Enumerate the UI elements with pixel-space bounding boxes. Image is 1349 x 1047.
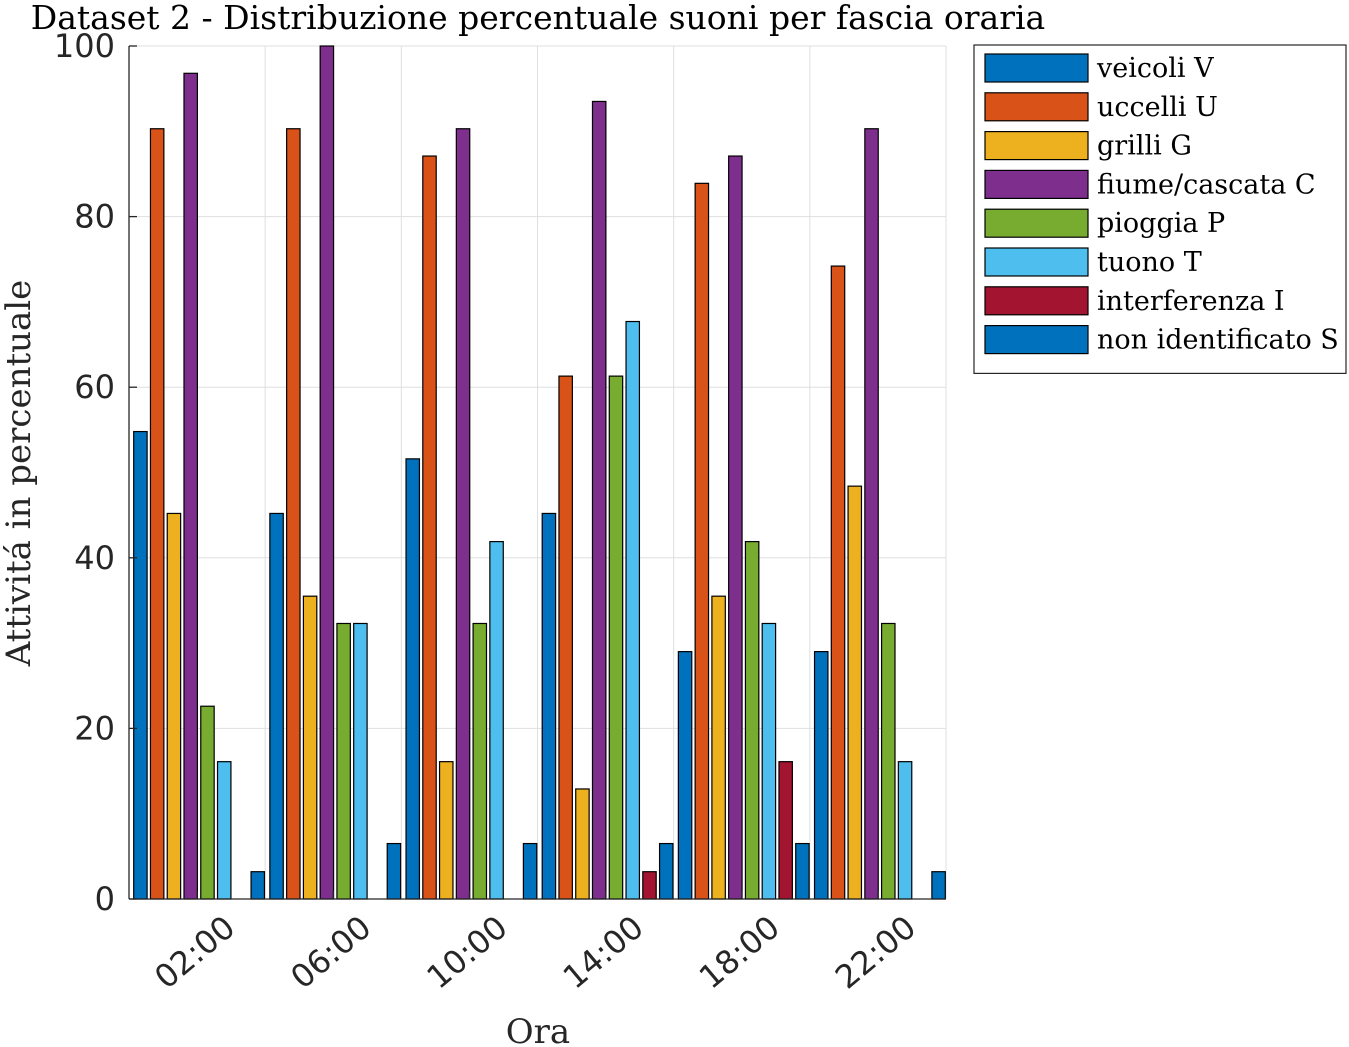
legend-label: fiume/cascata C xyxy=(1097,169,1316,200)
bar xyxy=(608,375,624,900)
bar xyxy=(847,485,863,900)
bar xyxy=(216,761,232,900)
legend-label: tuono T xyxy=(1097,247,1202,278)
bar xyxy=(183,72,199,900)
bar xyxy=(744,540,760,900)
legend-swatch xyxy=(984,208,1089,238)
bar xyxy=(489,540,504,900)
bar xyxy=(761,622,777,900)
y-tick-label: 0 xyxy=(95,880,115,918)
bar xyxy=(694,182,710,900)
bar xyxy=(522,842,538,900)
bar xyxy=(149,128,165,900)
legend-swatch xyxy=(984,286,1089,316)
y-tick-labels: 0 20 40 60 80 100 xyxy=(54,27,115,918)
bar xyxy=(880,622,896,900)
bar xyxy=(931,871,946,900)
x-tick-label: 18:00 xyxy=(692,908,787,996)
bar xyxy=(864,128,879,900)
bar xyxy=(591,100,607,900)
y-tick-label: 100 xyxy=(54,27,115,65)
legend-label: veicoli V xyxy=(1096,53,1214,84)
legend-swatch xyxy=(984,247,1089,277)
legend-label: uccelli U xyxy=(1097,92,1218,123)
grid-lines xyxy=(128,45,947,900)
legend: veicoli V uccelli U grilli G fiume/cascata … xyxy=(973,44,1347,374)
bar xyxy=(558,375,573,900)
y-tick-label: 20 xyxy=(74,709,115,747)
bar xyxy=(642,871,657,900)
bar xyxy=(830,265,846,900)
x-tick-label: 14:00 xyxy=(556,908,651,996)
bar xyxy=(250,871,266,900)
x-tick-labels: 02:00 06:00 10:00 14:00 18:00 22:00 xyxy=(147,908,923,996)
bar xyxy=(386,842,402,900)
bar xyxy=(541,512,557,900)
bar xyxy=(336,622,351,900)
bar xyxy=(728,155,743,900)
legend-swatch xyxy=(984,131,1089,161)
y-tick-label: 40 xyxy=(74,539,115,577)
bar xyxy=(302,595,318,900)
bar xyxy=(405,458,421,900)
bar xyxy=(795,842,810,900)
legend-swatch xyxy=(984,169,1089,199)
bar xyxy=(897,761,913,900)
bar xyxy=(319,45,335,900)
y-tick-label: 80 xyxy=(74,198,115,236)
bar xyxy=(711,595,726,900)
legend-swatch xyxy=(984,325,1089,355)
y-axis-label: Attivitá in percentuale xyxy=(0,280,39,668)
bar xyxy=(625,320,641,900)
bars xyxy=(133,45,946,900)
bar xyxy=(166,512,182,900)
legend-label: pioggia P xyxy=(1097,208,1225,239)
legend-swatch xyxy=(984,53,1089,83)
legend-label: grilli G xyxy=(1097,131,1192,162)
bar xyxy=(438,761,454,900)
bar xyxy=(455,128,471,900)
axes xyxy=(128,45,946,900)
x-axis-label: Ora xyxy=(506,1012,570,1047)
x-tick-label: 22:00 xyxy=(828,908,923,996)
legend-label: non identificato S xyxy=(1097,325,1339,356)
bar xyxy=(813,651,829,900)
bar xyxy=(677,651,693,900)
legend-swatch xyxy=(984,92,1089,122)
bar xyxy=(286,128,301,900)
bar xyxy=(422,155,437,900)
x-tick-label: 06:00 xyxy=(283,908,378,996)
bar xyxy=(472,622,488,900)
bar xyxy=(353,622,368,900)
y-tick-label: 60 xyxy=(74,368,115,406)
bar xyxy=(200,705,215,900)
chart-title: Dataset 2 - Distribuzione percentuale su… xyxy=(31,0,1045,37)
bar xyxy=(133,430,148,900)
legend-label: interferenza I xyxy=(1097,286,1285,317)
x-tick-label: 02:00 xyxy=(147,908,242,996)
x-tick-label: 10:00 xyxy=(419,908,514,996)
bar xyxy=(575,788,590,900)
bar xyxy=(778,761,793,900)
bar xyxy=(269,512,284,900)
bar xyxy=(658,842,674,900)
